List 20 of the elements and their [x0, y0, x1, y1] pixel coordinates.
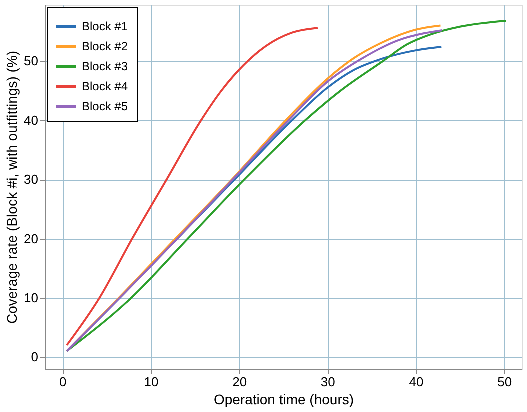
x-tick-label: 20: [232, 374, 248, 390]
legend-label: Block #5: [82, 100, 128, 114]
legend-label: Block #1: [82, 20, 128, 34]
y-tick-label: 0: [31, 350, 38, 365]
y-axis-title: Coverage rate (Block #i, with outfittings) (%): [4, 50, 20, 324]
line-series: [66, 20, 508, 352]
x-tick-label: 30: [320, 374, 336, 390]
y-tick-label: 40: [24, 112, 38, 128]
x-axis-title: Operation time (hours): [214, 392, 354, 408]
legend-label: Block #3: [82, 60, 128, 74]
x-tick-label: 40: [409, 374, 424, 390]
legend-label: Block #2: [82, 40, 128, 54]
y-tick-label: 30: [24, 172, 38, 188]
x-tick-label: 10: [144, 374, 159, 390]
legend-label: Block #4: [82, 80, 128, 94]
x-tick-label: 0: [60, 374, 67, 390]
y-tick-label: 20: [24, 231, 38, 246]
y-tick-label: 50: [24, 54, 38, 69]
y-tick-label: 10: [24, 290, 38, 306]
x-tick-label: 50: [498, 374, 512, 390]
